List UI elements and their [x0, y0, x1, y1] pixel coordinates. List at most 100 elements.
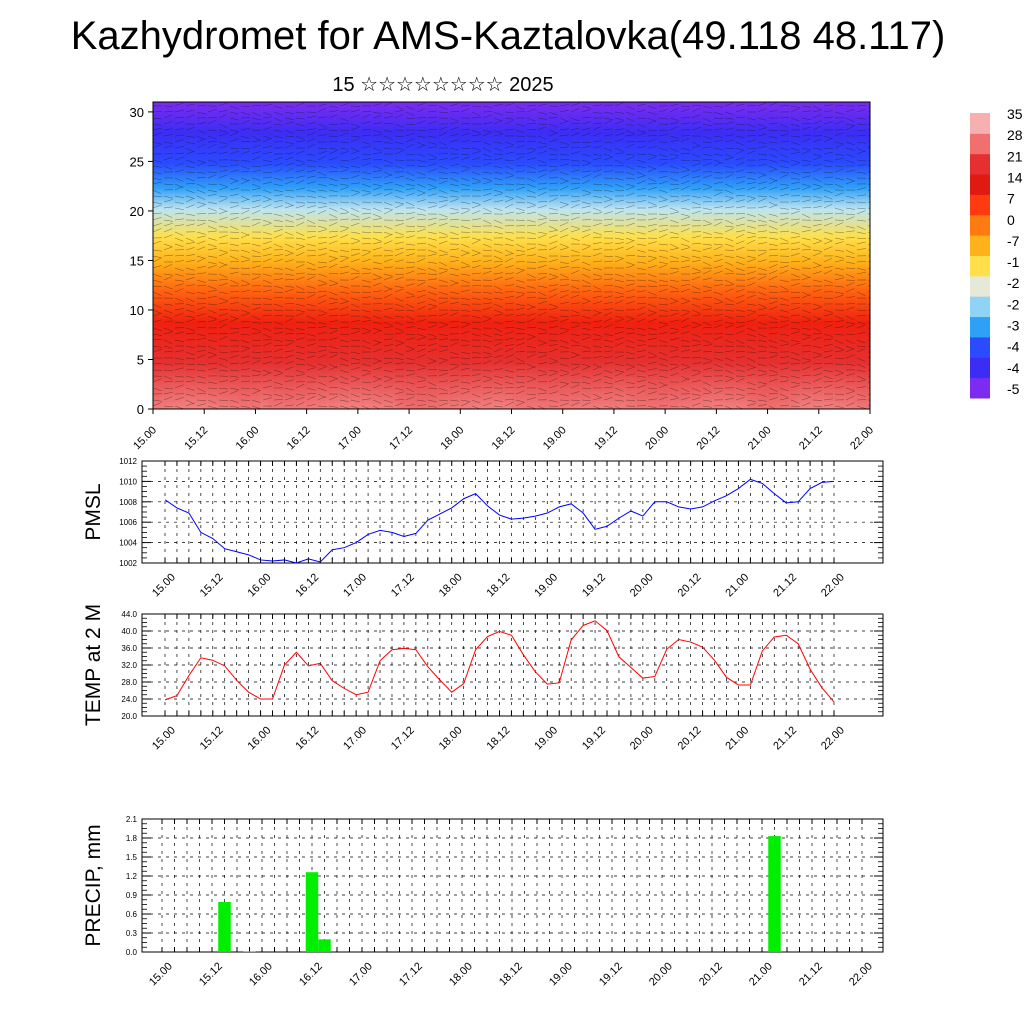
heatmap-xtick-label: 16.00 — [234, 424, 262, 452]
temp-xtick-label: 21.00 — [723, 724, 751, 752]
temp-xtick-label: 20.12 — [676, 724, 704, 752]
pmsl-xtick-label: 19.12 — [580, 571, 608, 599]
precip-xtick-label: 18.00 — [447, 960, 475, 988]
wind-barb-row — [153, 179, 870, 189]
colorbar-segment — [970, 113, 990, 134]
precip-bar — [243, 951, 256, 952]
precip-xtick-label: 22.00 — [847, 960, 875, 988]
temp-xtick-label: 15.00 — [150, 724, 178, 752]
wind-barb-row — [153, 239, 870, 249]
precip-ylabel: PRECIP, mm — [82, 824, 105, 946]
wind-barb-row — [153, 227, 870, 236]
pmsl-xtick-label: 15.12 — [198, 571, 226, 599]
temp-xtick-label: 19.00 — [532, 724, 560, 752]
precip-xtick-label: 15.00 — [147, 960, 175, 988]
warm-surface-region — [153, 314, 261, 409]
precip-ytick-label: 1.5 — [126, 853, 138, 862]
colorbar-segment — [970, 275, 990, 297]
precip-bar — [305, 872, 319, 952]
temp-xtick-label: 17.12 — [389, 724, 417, 752]
wind-barb-row — [153, 143, 870, 153]
colorbar-label: -1 — [1007, 254, 1020, 270]
wind-barb-row — [153, 372, 870, 381]
wind-barb-row — [153, 221, 870, 231]
colorbar-segment — [970, 214, 990, 236]
temp-xtick-label: 19.12 — [580, 724, 608, 752]
pmsl-ytick-label: 1012 — [119, 457, 137, 466]
wind-barb-row — [153, 161, 870, 170]
pmsl-xtick-label: 17.00 — [341, 571, 369, 599]
wind-barb-row — [153, 288, 870, 297]
pmsl-ytick-label: 1002 — [119, 559, 137, 568]
pmsl-xtick-label: 21.00 — [723, 571, 751, 599]
temp-xtick-label: 17.00 — [341, 724, 369, 752]
precip-ytick-label: 0.9 — [126, 891, 138, 900]
precip-ytick-label: 2.1 — [126, 815, 138, 824]
temp-ytick-label: 20.0 — [121, 712, 137, 721]
wind-barb-row — [153, 216, 870, 225]
temp-ytick-label: 32.0 — [121, 661, 137, 670]
colorbar-segment — [970, 235, 990, 256]
wind-barb-row — [153, 209, 870, 219]
colorbar-label: -2 — [1007, 275, 1020, 291]
colorbar-label: 14 — [1007, 169, 1023, 185]
wind-barb-row — [153, 185, 870, 195]
precip-xtick-label: 19.12 — [597, 960, 625, 988]
heatmap-ytick-label: 25 — [130, 154, 144, 169]
heatmap-ytick-label: 5 — [137, 352, 144, 367]
pmsl-xtick-label: 22.00 — [819, 571, 847, 599]
wind-barb-row — [153, 102, 870, 111]
wind-barb-row — [153, 378, 870, 387]
wind-barb-row — [153, 173, 870, 183]
colorbar-label: -7 — [1007, 233, 1020, 249]
pmsl-ytick-label: 1010 — [119, 477, 137, 486]
heatmap-xtick-label: 18.00 — [438, 424, 466, 452]
wind-barb-row — [153, 191, 870, 201]
colorbar-label: -4 — [1007, 339, 1020, 355]
wind-barb-row — [153, 311, 870, 321]
wind-barb-row — [153, 336, 870, 345]
pmsl-grid — [142, 460, 883, 564]
pmsl-xtick-label: 21.12 — [771, 571, 799, 599]
wind-barb-row — [153, 341, 870, 350]
pmsl-xtick-label: 17.12 — [389, 571, 417, 599]
colorbar-segment — [970, 377, 990, 399]
precip-xtick-label: 19.00 — [547, 960, 575, 988]
wind-barb-row — [153, 257, 870, 267]
precip-ytick-label: 1.8 — [126, 834, 138, 843]
colorbar-label: -2 — [1007, 296, 1020, 312]
temp-xtick-label: 16.00 — [246, 724, 274, 752]
precip-xtick-label: 16.00 — [247, 960, 275, 988]
wind-barb-row — [153, 233, 870, 243]
colorbar-segment — [970, 316, 990, 338]
wind-barb-row — [153, 167, 870, 177]
wind-barb-row — [153, 390, 870, 399]
precip-xtick-label: 20.00 — [647, 960, 675, 988]
heatmap-xtick-label: 19.00 — [541, 424, 569, 452]
colorbar-label: -3 — [1007, 318, 1020, 334]
wind-barb-row — [153, 323, 870, 333]
wind-barb-row — [153, 359, 870, 369]
heatmap-ytick-label: 30 — [130, 105, 144, 120]
temp-series-line — [164, 620, 835, 703]
pmsl-xtick-label: 18.12 — [484, 571, 512, 599]
heatmap-field — [153, 102, 870, 409]
colorbar-label: 0 — [1007, 212, 1015, 228]
precip-bar — [768, 836, 781, 952]
wind-barb-row — [153, 131, 870, 141]
heatmap-xtick-label: 21.12 — [797, 424, 825, 452]
precip-chart: 0.0 0.3 0.6 0.9 1.2 1.5 1.8 2.1 15.00 15.12 16.00 1… — [82, 815, 884, 988]
warm-surface-region — [267, 314, 440, 409]
wind-barb-row — [153, 149, 870, 159]
colorbar-label: -4 — [1007, 360, 1020, 376]
pmsl-ytick-label: 1008 — [119, 498, 137, 507]
temp-xtick-label: 20.00 — [628, 724, 656, 752]
heatmap-xtick-label: 18.12 — [490, 424, 518, 452]
colorbar-segment — [970, 296, 990, 318]
chart-subtitle: 15 ☆☆☆☆☆☆☆☆ 2025 — [332, 74, 554, 96]
wind-barb-row — [153, 275, 870, 285]
wind-barb-row — [153, 269, 870, 279]
precip-xtick-label: 16.12 — [297, 960, 325, 988]
precip-ytick-label: 0.0 — [126, 948, 138, 957]
